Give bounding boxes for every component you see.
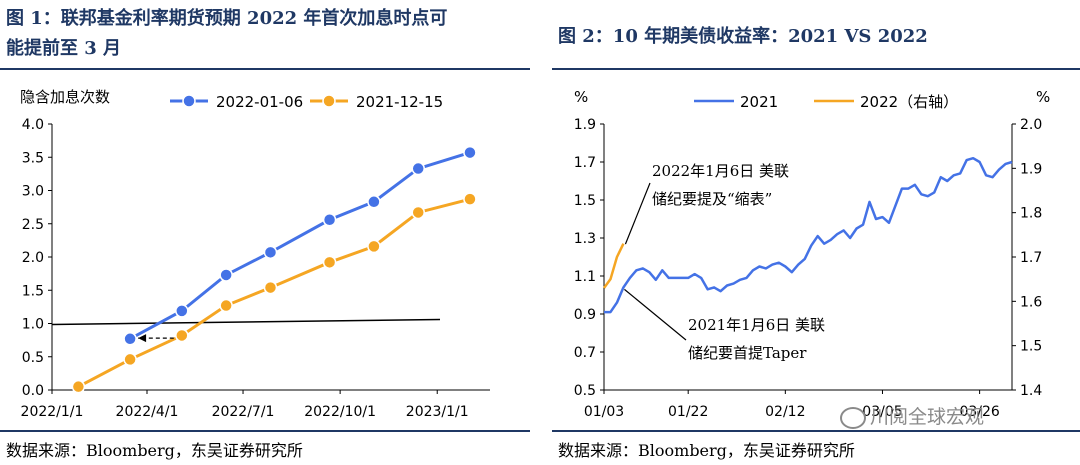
chart2-y-right-tick-label: 1.7 [1020, 250, 1042, 266]
chart1-legend-marker [322, 94, 336, 108]
chart1-data-point [175, 328, 189, 343]
chart1-data-point [322, 213, 337, 227]
chart1-x-tick-label: 2022/1/1 [21, 404, 84, 420]
chart1-source-rule [0, 430, 530, 432]
chart1-series-line-0 [129, 151, 471, 341]
chart1-data-point [219, 298, 233, 313]
chart2-x-tick-label: 02/12 [765, 404, 805, 420]
chart2-annotation-2021-line1: 2021年1月6日 美联 [688, 316, 825, 334]
chart1-y-axis-label: 隐含加息次数 [20, 88, 110, 106]
chart2-series-line-1 [602, 243, 625, 289]
chart1-data-point [411, 161, 425, 176]
chart2-y-right-tick-label: 1.4 [1020, 383, 1042, 399]
chart1-data-point [175, 304, 189, 318]
chart1-y-tick-label: 4.0 [22, 117, 44, 133]
chart2-y-right-tick-label: 1.9 [1020, 161, 1042, 177]
chart1-data-point [411, 205, 425, 220]
chart1-data-point [219, 268, 233, 282]
chart2-x-tick-label: 01/03 [584, 404, 624, 420]
chart2-annotation-2022-leader [624, 182, 651, 245]
chart1-x-tick-label: 2022/7/1 [212, 404, 275, 420]
chart1-data-point [322, 255, 337, 270]
chart2-y-left-tick-label: 1.3 [574, 231, 596, 247]
chart1-data-point [367, 239, 381, 254]
chart2-title: 图 2：10 年期美债收益率：2021 VS 2022 [558, 26, 928, 47]
chart1-title-line1: 图 1：联邦基金利率期货预期 2022 年首次加息时点可 [6, 8, 448, 29]
chart2-x-tick-label: 03/05 [862, 404, 902, 420]
wechat-icon [840, 406, 866, 429]
chart2-annotation-2021-leader [624, 288, 687, 341]
watermark: 川阅全球宏观 [840, 402, 984, 429]
chart1-title-rule [0, 68, 530, 70]
chart2-y-left-tick-label: 0.5 [574, 383, 596, 399]
chart1-y-tick-label: 2.0 [22, 250, 44, 266]
chart1-y-tick-label: 1.5 [22, 283, 44, 299]
chart2-y-left-tick-label: 1.7 [574, 155, 596, 171]
chart1-y-tick-label: 0.0 [22, 383, 44, 399]
chart1-panel: 图 1：联邦基金利率期货预期 2022 年首次加息时点可 能提前至 3 月 隐含… [0, 0, 530, 465]
chart1-data-point [263, 280, 278, 295]
chart2-title-rule [552, 68, 1080, 70]
chart1-data-point [263, 245, 278, 260]
chart1-y-tick-label: 1.0 [22, 317, 44, 333]
chart1-reference-line [51, 318, 441, 326]
chart2-y-left-tick-label: 0.9 [574, 307, 596, 323]
chart2-y-right-tick-label: 2.0 [1020, 117, 1042, 133]
chart2-panel: 图 2：10 年期美债收益率：2021 VS 2022 %% 0.5 0.7 0.9 1… [552, 0, 1080, 465]
chart1-data-point [123, 352, 137, 367]
chart2-legend-label: 2021 [740, 93, 778, 111]
chart1-legend-marker [182, 94, 196, 108]
chart2-y-right-label: % [1036, 88, 1050, 106]
chart1-x-tick-label: 2022/10/1 [304, 404, 376, 420]
chart2-legend-label: 2022（右轴） [860, 93, 958, 111]
chart2-x-tick-label: 01/22 [668, 404, 708, 420]
chart2-source: 数据来源：Bloomberg，东吴证券研究所 [558, 441, 855, 460]
chart1-data-point [367, 195, 381, 209]
chart2-y-left-label: % [574, 88, 588, 106]
chart2-annotation-2022-line1: 2022年1月6日 美联 [652, 162, 789, 180]
chart1-plot: 隐含加息次数 0.0 0.5 1.0 1.5 2.0 2.5 3.0 3.5 4.0 2022/1/… [20, 88, 490, 420]
chart2-y-right-tick-label: 1.8 [1020, 206, 1042, 222]
chart1-x-tick-label: 2022/4/1 [116, 404, 179, 420]
chart1-x-tick-label: 2023/1/1 [406, 404, 469, 420]
chart2-y-left-tick-label: 0.7 [574, 345, 596, 361]
chart1-y-tick-label: 2.5 [22, 217, 44, 233]
chart1-source: 数据来源：Bloomberg，东吴证券研究所 [6, 441, 303, 460]
chart2-y-left-tick-label: 1.1 [574, 269, 596, 285]
chart1-shift-arrowhead [138, 334, 147, 343]
chart2-y-right-tick-label: 1.6 [1020, 294, 1042, 310]
chart1-title-line2: 能提前至 3 月 [6, 38, 122, 59]
chart2-y-right-tick-label: 1.5 [1020, 339, 1042, 355]
chart1-legend-label: 2021-12-15 [356, 93, 443, 111]
chart2-y-left-tick-label: 1.9 [574, 117, 596, 133]
chart1-data-point [71, 379, 86, 394]
watermark-text: 川阅全球宏观 [870, 406, 985, 428]
chart1-y-tick-label: 3.0 [22, 184, 44, 200]
chart1-y-tick-label: 3.5 [22, 150, 44, 166]
chart2-y-left-tick-label: 1.5 [574, 193, 596, 209]
chart1-data-point [463, 192, 477, 206]
chart2-plot: % % 0.5 0.7 0.9 1.1 1.3 1.5 1.7 1.9 1.4 1.5 1.6 1.7 1.… [574, 88, 1051, 420]
chart2-source-rule [552, 430, 1080, 432]
chart1-legend-label: 2022-01-06 [216, 93, 303, 111]
chart1-y-tick-label: 0.5 [22, 350, 44, 366]
chart1-data-point [463, 145, 477, 160]
chart2-annotation-2021-line2: 储纪要首提Taper [688, 344, 807, 362]
chart2-series-line-0 [604, 156, 1013, 314]
chart2-annotation-2022-line2: 储纪要提及“缩表” [652, 190, 772, 208]
chart1-data-point [123, 332, 137, 346]
chart2-x-tick-label: 03/26 [959, 404, 999, 420]
